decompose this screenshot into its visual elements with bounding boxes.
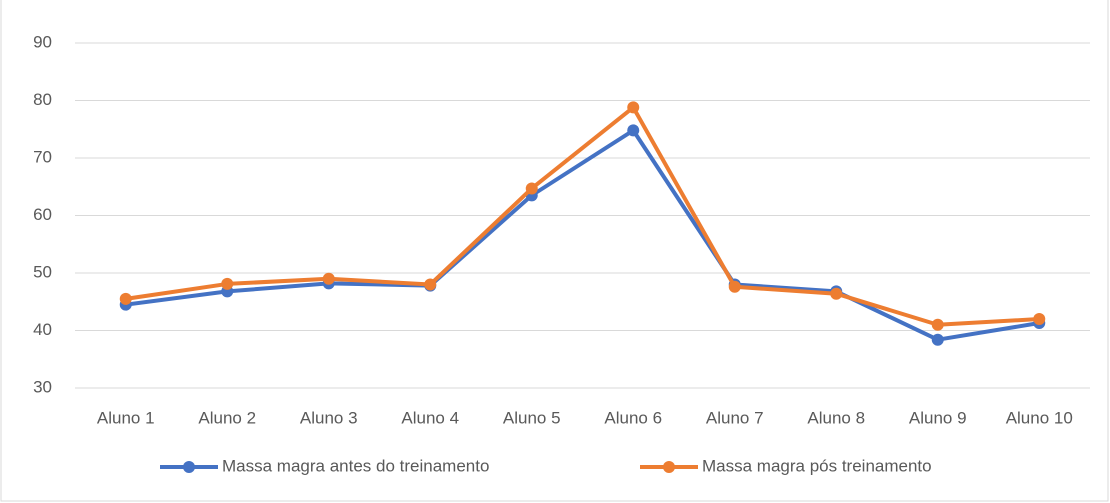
point xyxy=(119,292,132,305)
x-tick-label: Aluno 10 xyxy=(1006,408,1073,427)
point xyxy=(221,277,234,290)
x-tick-label: Aluno 3 xyxy=(300,408,358,427)
point xyxy=(322,272,335,285)
series-line xyxy=(125,105,1040,327)
y-tick-label: 90 xyxy=(33,32,52,51)
y-tick-label: 80 xyxy=(33,90,52,109)
y-tick-label: 30 xyxy=(33,377,52,396)
x-tick-label: Aluno 5 xyxy=(503,408,561,427)
x-tick-label: Aluno 7 xyxy=(706,408,764,427)
point xyxy=(627,124,640,137)
series-line xyxy=(125,128,1040,342)
legend-marker xyxy=(183,461,195,473)
legend-label: Massa magra pós treinamento xyxy=(702,456,932,475)
y-tick-label: 40 xyxy=(33,320,52,339)
x-tick-label: Aluno 6 xyxy=(604,408,662,427)
y-tick-label: 60 xyxy=(33,205,52,224)
x-tick-label: Aluno 9 xyxy=(909,408,967,427)
x-tick-label: Aluno 4 xyxy=(401,408,459,427)
legend-marker xyxy=(663,461,675,473)
point xyxy=(931,318,944,331)
x-tick-label: Aluno 8 xyxy=(807,408,865,427)
x-tick-label: Aluno 2 xyxy=(198,408,256,427)
point xyxy=(525,182,538,195)
point xyxy=(627,101,640,114)
y-tick-label: 70 xyxy=(33,147,52,166)
point xyxy=(424,278,437,291)
point xyxy=(931,333,944,346)
x-tick-label: Aluno 1 xyxy=(97,408,155,427)
y-tick-label: 50 xyxy=(33,262,52,281)
legend-label: Massa magra antes do treinamento xyxy=(222,456,489,475)
point xyxy=(728,280,741,293)
point xyxy=(1033,313,1046,325)
point xyxy=(830,287,843,300)
